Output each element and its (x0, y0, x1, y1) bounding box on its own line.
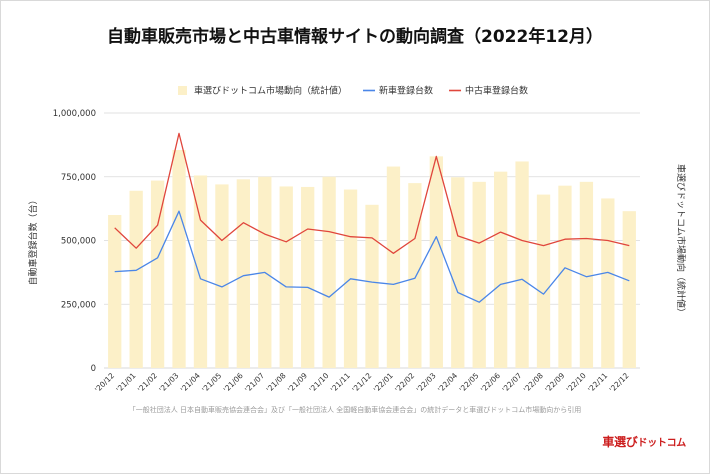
x-tick-label: '22/08 (522, 371, 545, 394)
bar (129, 190, 143, 368)
y-tick-label: 0 (91, 364, 96, 374)
y-tick-label: 750,000 (61, 173, 96, 183)
logo-main: 車選び (602, 435, 638, 449)
x-tick-label: '21/11 (329, 371, 352, 394)
x-tick-label: '21/03 (157, 371, 180, 394)
x-tick-label: '22/04 (436, 371, 459, 394)
chart-title: 自動車販売市場と中古車情報サイトの動向調査（2022年12月） (107, 27, 603, 47)
legend-swatch-bar (178, 86, 187, 95)
legend-label: 車選びドットコム市場動向（統計値） (194, 85, 347, 97)
bar (451, 177, 465, 368)
x-tick-label: '21/10 (307, 371, 330, 394)
x-tick-label: '21/06 (222, 371, 245, 394)
bar (279, 186, 293, 368)
bar (515, 161, 529, 368)
bar (622, 211, 636, 368)
x-tick-label: '22/12 (608, 371, 631, 394)
y-tick-label: 500,000 (61, 237, 96, 247)
x-tick-label: '22/02 (393, 371, 416, 394)
bar (301, 186, 315, 368)
bar (172, 149, 186, 368)
bar (215, 184, 229, 368)
bar (558, 185, 572, 368)
x-tick-label: '21/08 (265, 371, 288, 394)
x-tick-label: '21/01 (114, 371, 137, 394)
x-tick-label: '22/01 (372, 371, 395, 394)
bar (408, 183, 422, 368)
x-tick-label: '21/05 (200, 371, 223, 394)
x-tick-label: '22/10 (565, 371, 588, 394)
y-tick-label: 250,000 (61, 300, 96, 310)
x-tick-label: '21/12 (350, 371, 373, 394)
brand-logo: 車選びドットコム (602, 433, 686, 450)
x-tick-label: '21/07 (243, 371, 266, 394)
bar (193, 175, 208, 368)
bar (536, 194, 551, 368)
bar (365, 204, 379, 368)
x-tick-label: '22/09 (543, 371, 566, 394)
source-note: 「一般社団法人 日本自動車販売協会連合会」及び「一般社団法人 全国軽自動車協会連… (128, 406, 582, 414)
y-axis-right-title: 車選びドットコム市場動向（統計値） (675, 164, 687, 317)
bar (429, 156, 443, 368)
logo-sub: ドットコム (637, 438, 687, 449)
y-axis-left-title: 自動車登録台数（台） (27, 195, 39, 285)
new-car-line (114, 210, 630, 303)
x-tick-label: '22/11 (586, 371, 609, 394)
bar (601, 198, 615, 368)
bar (579, 181, 594, 368)
x-tick-label: '22/03 (415, 371, 438, 394)
bar (108, 215, 122, 368)
x-tick-label: '21/02 (136, 371, 159, 394)
x-tick-label: '20/12 (93, 371, 116, 394)
bar (150, 180, 165, 368)
legend-label: 新車登録台数 (379, 85, 433, 97)
bar (472, 181, 486, 368)
bar (386, 166, 401, 368)
bar (493, 171, 508, 368)
x-tick-label: '22/07 (500, 371, 523, 394)
used-car-line (114, 132, 630, 254)
bar (236, 179, 251, 368)
bar (322, 176, 336, 368)
x-tick-label: '21/04 (179, 371, 202, 394)
x-tick-label: '22/06 (479, 371, 502, 394)
x-tick-label: '22/05 (458, 371, 481, 394)
x-tick-label: '21/09 (286, 371, 309, 394)
legend-label: 中古車登録台数 (465, 85, 528, 97)
y-tick-label: 1,000,000 (53, 109, 96, 119)
